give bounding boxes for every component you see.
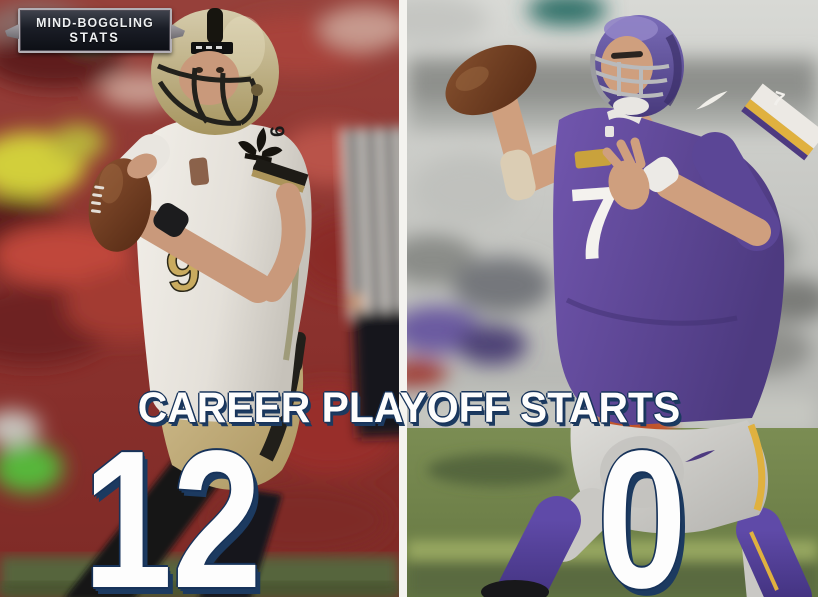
badge-line2: STATS [69,30,121,46]
nfl-shield-patch [605,126,614,137]
arm-tape [500,149,536,201]
nike-swoosh-pants-icon [685,450,715,462]
football-left [88,158,152,252]
vikings-helmet [590,15,684,117]
left-player-upper-arm [260,183,306,302]
left-jersey-shoulder-number: 9 [265,125,288,138]
nike-swoosh-chest-icon [695,91,728,110]
gold-captain-patch [574,148,612,169]
fingers [602,137,646,173]
back-sock-stripe [749,531,779,591]
mind-boggling-stats-badge: MIND-BOGGLING STATS [5,8,185,53]
facemask [156,63,258,126]
football-right [445,44,537,116]
front-hand [608,160,650,210]
facemask [594,56,670,98]
thigh-pad [600,436,684,508]
stat-label: CAREER PLAYOFF STARTS [137,384,681,432]
saints-quarterback: 9 9 [65,8,312,597]
right-player-photo: 7 7 [407,0,818,597]
back-sock [736,507,812,597]
jersey-fold [565,297,738,326]
sleeve-stripes [741,83,818,161]
left-player-legs [65,445,282,597]
right-stat-value: 0 [597,410,687,597]
right-photo-art: 7 7 [407,0,818,597]
black-wristband [153,203,189,237]
referee [340,126,399,438]
front-forearm [655,171,771,246]
pants-side-stripe [747,423,766,512]
left-stat-value: 12 [83,410,262,597]
white-wristband [641,156,679,193]
saints-helmet [151,8,279,135]
chin-strap [613,97,649,115]
vikings-quarterback: 7 7 [445,15,818,597]
front-shoe [481,580,549,597]
helmet-earhole [251,84,263,96]
fingers-on-ball [127,153,157,179]
chest-patch [189,157,210,186]
photo-divider [399,0,407,597]
left-player-forearm [135,210,273,303]
badge-line1: MIND-BOGGLING [36,14,154,30]
